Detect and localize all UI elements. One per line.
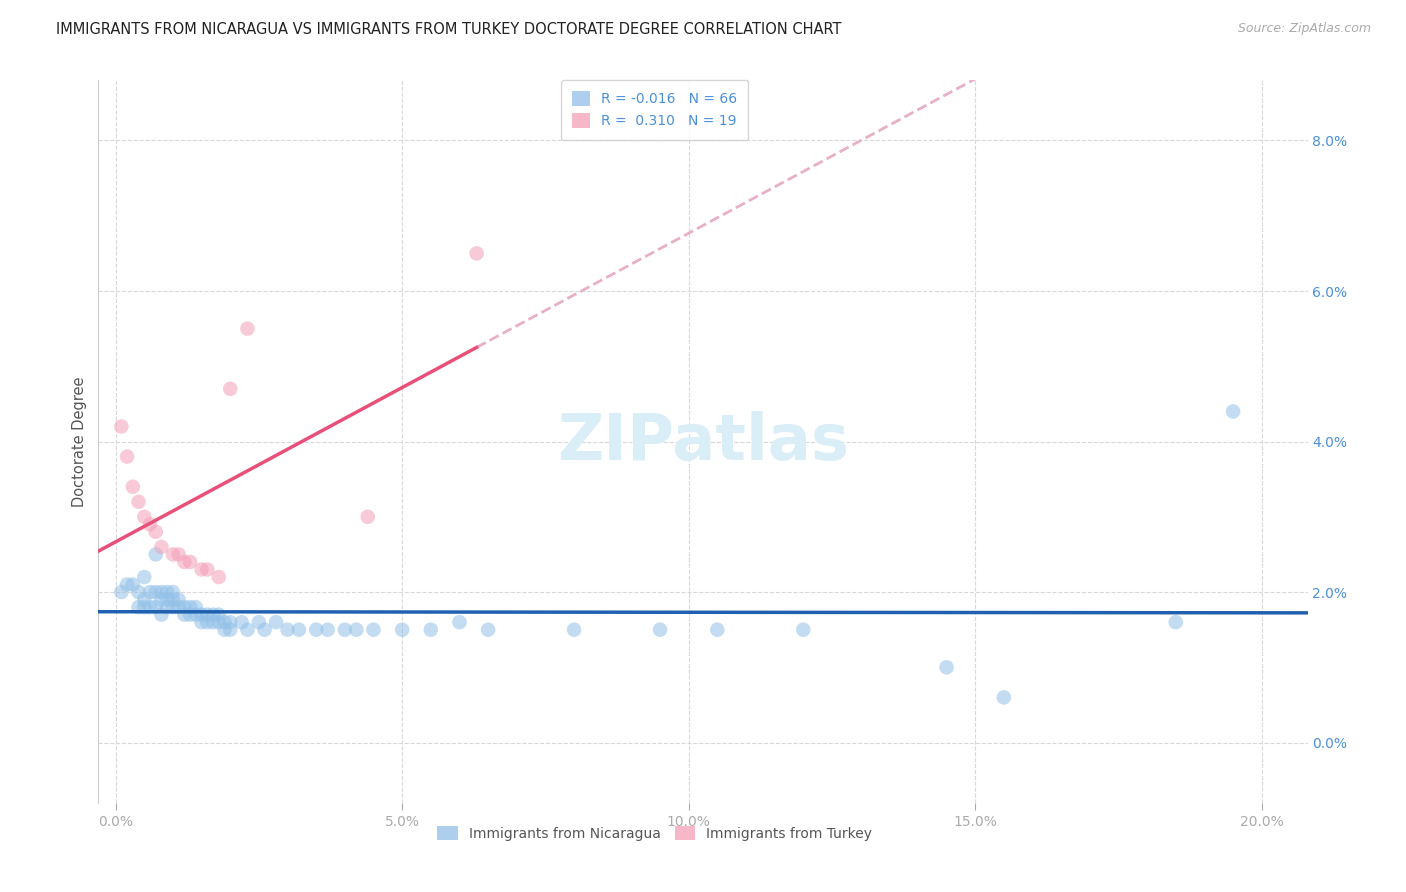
- Point: [156, 592, 179, 607]
- Point: [115, 450, 138, 464]
- Point: [162, 600, 184, 615]
- Text: Source: ZipAtlas.com: Source: ZipAtlas.com: [1237, 22, 1371, 36]
- Point: [562, 623, 585, 637]
- Point: [214, 615, 236, 630]
- Point: [173, 555, 195, 569]
- Point: [792, 623, 814, 637]
- Point: [316, 623, 339, 637]
- Text: ZIPatlas: ZIPatlas: [557, 410, 849, 473]
- Point: [145, 585, 167, 599]
- Point: [208, 570, 231, 584]
- Point: [156, 600, 179, 615]
- Point: [121, 577, 143, 591]
- Point: [110, 585, 132, 599]
- Point: [167, 592, 190, 607]
- Point: [134, 592, 156, 607]
- Point: [156, 585, 179, 599]
- Point: [195, 607, 218, 622]
- Point: [150, 592, 173, 607]
- Point: [219, 382, 242, 396]
- Point: [648, 623, 671, 637]
- Point: [477, 623, 499, 637]
- Point: [247, 615, 270, 630]
- Point: [167, 600, 190, 615]
- Point: [110, 419, 132, 434]
- Point: [139, 600, 162, 615]
- Point: [145, 548, 167, 562]
- Point: [150, 540, 173, 554]
- Point: [184, 600, 207, 615]
- Point: [139, 517, 162, 532]
- Text: IMMIGRANTS FROM NICARAGUA VS IMMIGRANTS FROM TURKEY DOCTORATE DEGREE CORRELATION: IMMIGRANTS FROM NICARAGUA VS IMMIGRANTS …: [56, 22, 842, 37]
- Point: [128, 494, 150, 508]
- Point: [208, 615, 231, 630]
- Point: [333, 623, 356, 637]
- Point: [179, 600, 201, 615]
- Legend: Immigrants from Nicaragua, Immigrants from Turkey: Immigrants from Nicaragua, Immigrants fr…: [432, 821, 877, 847]
- Point: [173, 607, 195, 622]
- Point: [190, 562, 212, 576]
- Point: [162, 592, 184, 607]
- Point: [219, 615, 242, 630]
- Y-axis label: Doctorate Degree: Doctorate Degree: [72, 376, 87, 507]
- Point: [179, 607, 201, 622]
- Point: [935, 660, 957, 674]
- Point: [134, 570, 156, 584]
- Point: [167, 548, 190, 562]
- Point: [115, 577, 138, 591]
- Point: [195, 615, 218, 630]
- Point: [179, 555, 201, 569]
- Point: [150, 607, 173, 622]
- Point: [173, 600, 195, 615]
- Point: [1222, 404, 1244, 418]
- Point: [208, 607, 231, 622]
- Point: [145, 600, 167, 615]
- Point: [219, 623, 242, 637]
- Point: [139, 585, 162, 599]
- Point: [121, 480, 143, 494]
- Point: [264, 615, 287, 630]
- Point: [363, 623, 385, 637]
- Point: [190, 615, 212, 630]
- Point: [357, 509, 380, 524]
- Point: [277, 623, 299, 637]
- Point: [190, 607, 212, 622]
- Point: [134, 509, 156, 524]
- Point: [419, 623, 441, 637]
- Point: [391, 623, 413, 637]
- Point: [253, 623, 276, 637]
- Point: [162, 585, 184, 599]
- Point: [195, 562, 218, 576]
- Point: [184, 607, 207, 622]
- Point: [1164, 615, 1187, 630]
- Point: [236, 321, 259, 335]
- Point: [214, 623, 236, 637]
- Point: [162, 548, 184, 562]
- Point: [288, 623, 311, 637]
- Point: [236, 623, 259, 637]
- Point: [305, 623, 328, 637]
- Point: [231, 615, 253, 630]
- Point: [449, 615, 471, 630]
- Point: [202, 607, 225, 622]
- Point: [344, 623, 367, 637]
- Point: [145, 524, 167, 539]
- Point: [993, 690, 1015, 705]
- Point: [150, 585, 173, 599]
- Point: [202, 615, 225, 630]
- Point: [706, 623, 728, 637]
- Point: [128, 585, 150, 599]
- Point: [465, 246, 488, 260]
- Point: [128, 600, 150, 615]
- Point: [134, 600, 156, 615]
